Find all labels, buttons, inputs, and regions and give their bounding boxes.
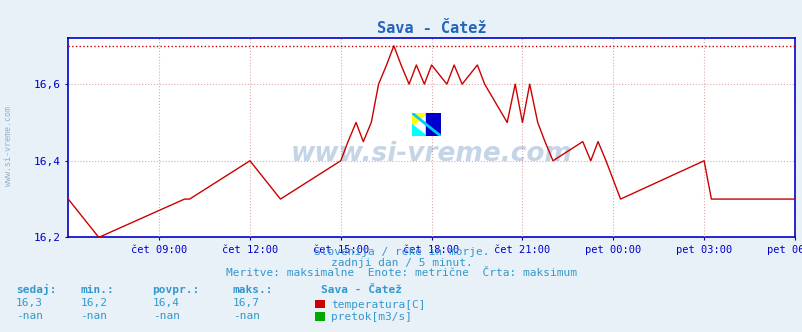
Polygon shape (426, 113, 440, 136)
Text: povpr.:: povpr.: (152, 285, 200, 295)
Text: -nan: -nan (80, 311, 107, 321)
Text: Meritve: maksimalne  Enote: metrične  Črta: maksimum: Meritve: maksimalne Enote: metrične Črta… (225, 268, 577, 278)
Text: pretok[m3/s]: pretok[m3/s] (330, 312, 411, 322)
Text: 16,2: 16,2 (80, 298, 107, 308)
Text: Sava - Čatež: Sava - Čatež (321, 285, 402, 295)
Text: zadnji dan / 5 minut.: zadnji dan / 5 minut. (330, 258, 472, 268)
Text: -nan: -nan (233, 311, 260, 321)
Text: min.:: min.: (80, 285, 114, 295)
Text: www.si-vreme.com: www.si-vreme.com (3, 106, 13, 186)
Text: sedaj:: sedaj: (16, 284, 56, 295)
Text: maks.:: maks.: (233, 285, 273, 295)
Text: 16,4: 16,4 (152, 298, 180, 308)
Title: Sava - Čatež: Sava - Čatež (376, 21, 486, 36)
Text: 16,7: 16,7 (233, 298, 260, 308)
Text: 16,3: 16,3 (16, 298, 43, 308)
Text: Slovenija / reke in morje.: Slovenija / reke in morje. (314, 247, 488, 257)
Text: www.si-vreme.com: www.si-vreme.com (290, 141, 572, 167)
Text: -nan: -nan (16, 311, 43, 321)
Polygon shape (411, 113, 426, 124)
Text: -nan: -nan (152, 311, 180, 321)
Polygon shape (411, 124, 426, 136)
Text: temperatura[C]: temperatura[C] (330, 300, 425, 310)
